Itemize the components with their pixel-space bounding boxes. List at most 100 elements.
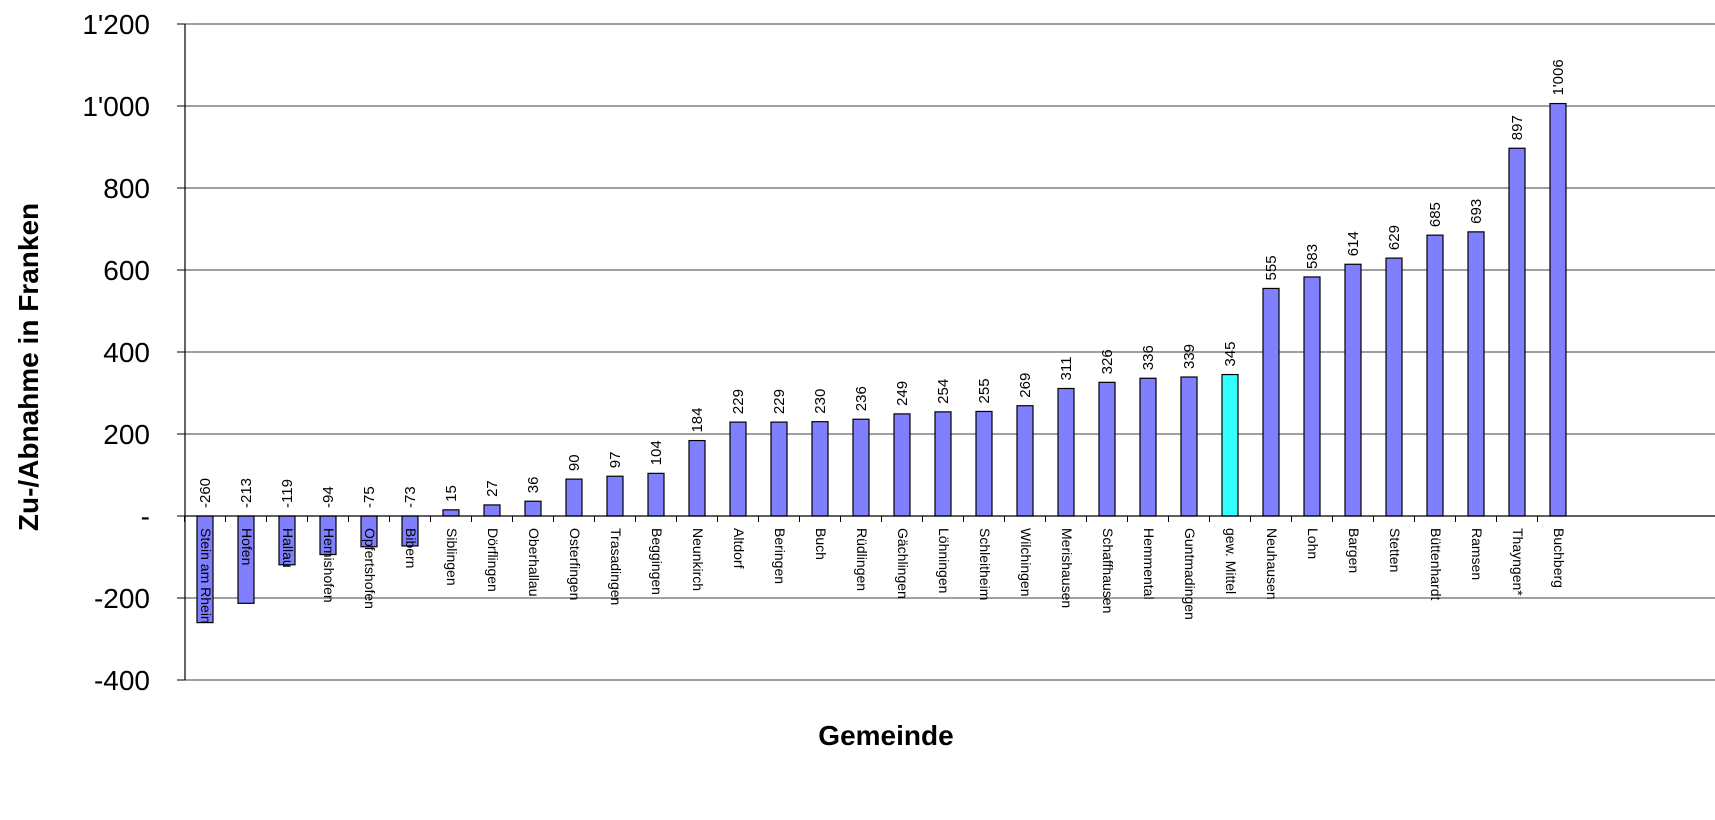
value-label: 614	[1345, 231, 1362, 256]
x-axis-title: Gemeinde	[818, 720, 953, 751]
bar-buch	[811, 421, 829, 517]
value-label: 15	[443, 485, 460, 502]
category-label: Hallau	[280, 528, 296, 568]
category-label: Buchberg	[1551, 528, 1567, 588]
bar-ramsen	[1467, 231, 1485, 517]
value-label: 255	[976, 378, 993, 403]
value-label: -119	[279, 479, 296, 508]
category-label: Oberhallau	[526, 528, 542, 597]
y-tick-label: 1'000	[82, 91, 150, 122]
value-label: 555	[1263, 255, 1280, 280]
bar-trasadingen	[606, 475, 624, 517]
category-label: Stetten	[1387, 528, 1403, 572]
value-label: 184	[689, 408, 706, 433]
value-label: 311	[1058, 357, 1075, 381]
y-tick-label: 1'200	[82, 9, 150, 40]
bar-lohn	[1303, 276, 1321, 517]
value-label: 269	[1017, 373, 1034, 398]
value-label: 693	[1468, 199, 1485, 224]
category-label: Siblingen	[444, 528, 460, 586]
category-label: Neunkirch	[690, 528, 706, 591]
bar-gew-mittel	[1221, 373, 1239, 517]
value-label: 27	[484, 480, 501, 497]
value-label: 249	[894, 381, 911, 406]
value-label: 97	[607, 452, 624, 469]
value-label: 254	[935, 379, 952, 404]
value-label: 583	[1304, 244, 1321, 269]
category-label: Hemmental	[1141, 528, 1157, 600]
y-tick-label: -200	[94, 583, 150, 614]
bar-beringen	[770, 421, 788, 517]
bar-stetten	[1385, 257, 1403, 517]
value-label: -73	[402, 486, 419, 508]
category-label: Bargen	[1346, 528, 1362, 573]
category-label: Buch	[813, 528, 829, 560]
category-label: Gächlingen	[895, 528, 911, 599]
value-label: 90	[566, 454, 583, 471]
bar-siblingen	[442, 509, 460, 517]
y-tick-label: -	[141, 501, 150, 532]
value-label: 336	[1140, 345, 1157, 370]
value-label: -94	[320, 486, 337, 508]
value-label: 1'006	[1550, 59, 1567, 95]
bar-altdorf	[729, 421, 747, 517]
value-label: 229	[771, 389, 788, 414]
category-label: Beringen	[772, 528, 788, 584]
category-label: Bibern	[403, 528, 419, 568]
bar-wilchingen	[1016, 405, 1034, 517]
y-tick-label: 600	[103, 255, 150, 286]
value-labels: -260 -213 -119 -94 -75 -73 15 27 36 90 97 104 184 229…	[197, 59, 1567, 508]
bar-schaffhausen	[1098, 381, 1116, 517]
bars	[184, 102, 1567, 624]
category-labels: Stein am Rhein Hofen Hallau Hemishofen Opfer…	[198, 528, 1567, 624]
category-label: Thayngen*	[1510, 528, 1526, 596]
value-label: 897	[1509, 115, 1526, 140]
bar-b-ttenhardt	[1426, 234, 1444, 517]
value-label: 339	[1181, 344, 1198, 369]
y-tick-label: 800	[103, 173, 150, 204]
category-label: Ramsen	[1469, 528, 1485, 580]
bar-buchberg	[1549, 102, 1567, 517]
category-label: Osterfingen	[567, 528, 583, 600]
bar-neuhausen	[1262, 287, 1280, 517]
category-label: Lohn	[1305, 528, 1321, 559]
category-label: Rüdlingen	[854, 528, 870, 591]
bar-osterfingen	[565, 478, 583, 517]
value-label: 104	[648, 440, 665, 465]
y-tick-label: 200	[103, 419, 150, 450]
category-label: Dörflingen	[485, 528, 501, 592]
bar-bargen	[1344, 263, 1362, 517]
value-label: -260	[197, 478, 214, 508]
category-label: Altdorf	[731, 528, 747, 569]
category-label: Merishausen	[1059, 528, 1075, 608]
y-tick-label: -400	[94, 665, 150, 696]
value-label: 230	[812, 389, 829, 414]
category-label: Guntmadingen	[1182, 528, 1198, 620]
category-label: gew. Mittel	[1223, 528, 1239, 594]
bar-merishausen	[1057, 387, 1075, 517]
category-label: Hofen	[239, 528, 255, 565]
bar-beggingen	[647, 472, 665, 517]
category-label: Schleitheim	[977, 528, 993, 600]
category-label: Schaffhausen	[1100, 528, 1116, 613]
bar-oberhallau	[524, 500, 542, 517]
y-axis-title: Zu-/Abnahme in Franken	[13, 203, 44, 531]
value-label: 229	[730, 389, 747, 414]
category-label: Beggingen	[649, 528, 665, 595]
bar-guntmadingen	[1180, 376, 1198, 517]
value-label: 36	[525, 477, 542, 494]
bar-neunkirch	[688, 439, 706, 517]
value-label: -75	[361, 486, 378, 508]
value-label: 326	[1099, 349, 1116, 374]
bar-hemmental	[1139, 377, 1157, 517]
value-label: 236	[853, 386, 870, 411]
y-tick-label: 400	[103, 337, 150, 368]
bar-l-hningen	[934, 411, 952, 517]
bar-g-chlingen	[893, 413, 911, 517]
value-label: 629	[1386, 225, 1403, 250]
bar-d-rflingen	[483, 504, 501, 517]
bar-thayngen-	[1508, 147, 1526, 517]
category-label: Neuhausen	[1264, 528, 1280, 600]
